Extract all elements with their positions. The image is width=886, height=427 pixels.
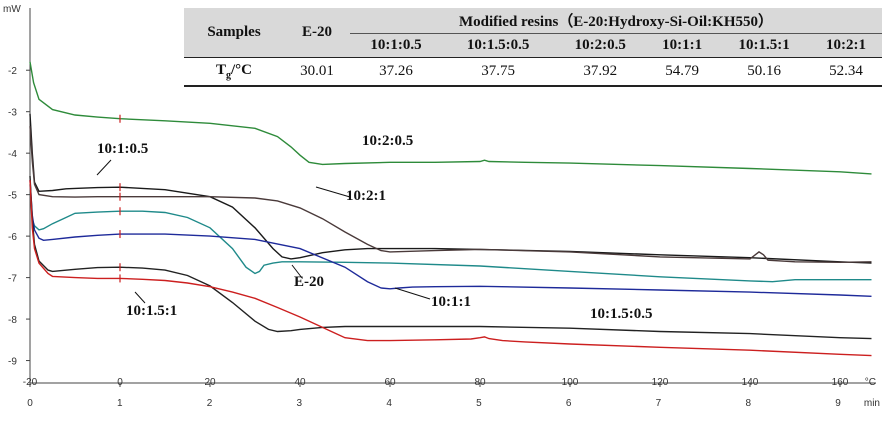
time-tick-label: 5 [476, 398, 482, 409]
leader-line [315, 186, 351, 198]
series-line [29, 113, 872, 264]
y-tick-label: -8 [8, 315, 17, 326]
temp-tick-label: 40 [294, 377, 306, 388]
time-tick-label: 4 [386, 398, 392, 409]
series-line [29, 184, 872, 283]
tg-value-e20: 30.01 [284, 57, 350, 87]
time-tick-label: 2 [207, 398, 213, 409]
ratio-header: 10:1.5:1 [738, 37, 790, 53]
series-line [29, 126, 872, 264]
temp-tick-label: 100 [562, 377, 579, 388]
time-tick-label: 1 [117, 398, 123, 409]
series-line [29, 61, 872, 175]
ratio-header: 10:1:0.5 [370, 37, 422, 53]
tg-value: 37.75 [442, 57, 555, 87]
y-tick-label: -2 [8, 66, 17, 77]
ratio-header: 10:1:1 [662, 37, 703, 53]
tg-value: 52.34 [810, 57, 882, 87]
temp-tick-label: 60 [384, 377, 396, 388]
time-tick-label: 3 [297, 398, 303, 409]
curve-label: 10:2:0.5 [362, 133, 413, 149]
tg-value: 50.16 [718, 57, 811, 87]
time-unit-label: min [864, 398, 880, 409]
time-tick-label: 7 [656, 398, 662, 409]
temp-tick-label: 140 [742, 377, 759, 388]
ratio-header: 10:2:1 [826, 37, 867, 53]
y-tick-label: -3 [8, 108, 17, 119]
y-tick-label: -5 [8, 191, 17, 202]
temp-tick-label: -20 [23, 377, 38, 388]
series-line [29, 180, 872, 357]
y-tick-label: -9 [8, 357, 17, 368]
temp-tick-label: 0 [117, 377, 123, 388]
y-tick-label: -4 [8, 149, 17, 160]
ratio-header: 10:2:0.5 [574, 37, 626, 53]
samples-header: Samples [207, 24, 261, 40]
temp-tick-label: 20 [204, 377, 216, 388]
tg-value: 54.79 [646, 57, 719, 87]
e20-header: E-20 [302, 24, 332, 40]
tg-row-label: Tg/°C [184, 57, 284, 87]
group-header: Modified resins（E-20:Hydroxy-Si-Oil:KH55… [350, 8, 882, 34]
leader-line [291, 264, 303, 279]
ratio-header: 10:1.5:0.5 [466, 37, 530, 53]
curve-label: E-20 [294, 274, 324, 290]
series-line [29, 180, 872, 297]
y-axis-label: mW [3, 4, 21, 15]
leader-line [394, 287, 431, 300]
tg-row: Tg/°C 30.01 37.26 37.75 37.92 54.79 50.16 52.… [184, 57, 882, 87]
time-tick-label: 9 [835, 398, 841, 409]
tg-value: 37.92 [554, 57, 647, 87]
axes: mW-2-3-4-5-6-7-8-9-20 0 20 40 60 80 100 120 140 1… [3, 4, 880, 409]
curve-label: 10:1:0.5 [97, 141, 148, 157]
curve-labels: 10:2:0.5 10:1:0.5 10:2:1 E-20 10:1:1 10:1.5:0… [96, 133, 653, 322]
temp-tick-label: 160 [832, 377, 849, 388]
temp-unit-label: °C [865, 377, 876, 388]
curve-label: 10:1.5:1 [126, 303, 177, 319]
leader-line [96, 159, 112, 176]
curve-label: 10:1.5:0.5 [590, 306, 653, 322]
curves [29, 61, 872, 357]
temp-tick-label: 120 [652, 377, 669, 388]
leader-line [134, 291, 146, 304]
time-tick-label: 8 [745, 398, 751, 409]
curve-label: 10:2:1 [346, 188, 386, 204]
time-tick-label: 6 [566, 398, 572, 409]
time-tick-label: 0 [27, 398, 33, 409]
curve-label: 10:1:1 [431, 294, 471, 310]
series-line [29, 175, 872, 340]
temp-tick-label: 80 [474, 377, 486, 388]
tg-value: 37.26 [350, 57, 443, 87]
y-tick-label: -7 [8, 274, 17, 285]
tg-table: Samples E-20 Modified resins（E-20:Hydrox… [184, 8, 882, 87]
y-tick-label: -6 [8, 232, 17, 243]
